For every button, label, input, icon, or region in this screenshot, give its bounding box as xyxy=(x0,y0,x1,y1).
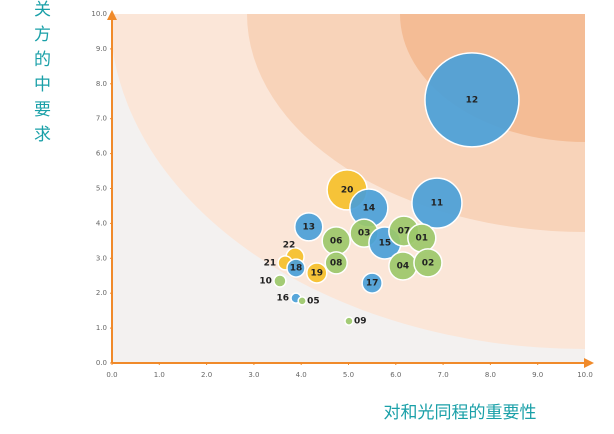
x-tick-label: 7.0 xyxy=(438,371,449,379)
bubble-label: 02 xyxy=(422,258,435,268)
bubble-label: 14 xyxy=(363,204,376,214)
bubble xyxy=(294,212,324,242)
bubble-label: 12 xyxy=(466,95,479,105)
bubble-label: 10 xyxy=(259,276,272,286)
bubble-label: 17 xyxy=(366,279,379,289)
bubble-label: 07 xyxy=(398,227,411,237)
bubble-label: 03 xyxy=(358,229,371,239)
y-axis-title: 对利益相关方的中要求 xyxy=(30,0,51,150)
bubble xyxy=(297,296,307,306)
x-tick-label: 4.0 xyxy=(296,371,307,379)
bubble xyxy=(286,258,306,278)
bubble xyxy=(324,251,348,275)
bubble-label: 01 xyxy=(416,234,429,244)
x-tick-label: 5.0 xyxy=(343,371,354,379)
y-tick-label: 10.0 xyxy=(91,10,107,18)
y-tick-label: 6.0 xyxy=(96,150,107,158)
bubble-label: 05 xyxy=(307,296,320,306)
bubble xyxy=(273,274,287,288)
bubble xyxy=(306,262,328,284)
bubble-label: 19 xyxy=(311,268,324,278)
y-tick-label: 3.0 xyxy=(96,254,107,262)
x-tick-label: 1.0 xyxy=(154,371,165,379)
y-tick-label: 4.0 xyxy=(96,219,107,227)
x-tick-label: 3.0 xyxy=(248,371,259,379)
bubble-label: 06 xyxy=(330,236,343,246)
bubble-label: 15 xyxy=(379,238,392,248)
bubble xyxy=(424,52,520,148)
bubble xyxy=(413,248,443,278)
y-tick-label: 8.0 xyxy=(96,80,107,88)
x-tick-label: 10.0 xyxy=(577,371,593,379)
bubble-label: 21 xyxy=(264,258,277,268)
y-tick-label: 7.0 xyxy=(96,115,107,123)
x-arrow xyxy=(584,358,594,368)
bubble-label: 16 xyxy=(276,294,289,304)
y-tick-label: 1.0 xyxy=(96,324,107,332)
y-tick-label: 5.0 xyxy=(96,185,107,193)
bubble xyxy=(344,316,354,326)
y-tick-label: 2.0 xyxy=(96,289,107,297)
bubble-label: 08 xyxy=(330,258,343,268)
bubble-label: 04 xyxy=(397,261,410,271)
x-tick-label: 8.0 xyxy=(485,371,496,379)
bubble-label: 11 xyxy=(431,199,444,209)
bubble-label: 09 xyxy=(354,317,367,327)
y-arrow xyxy=(107,10,117,20)
y-tick-label: 9.0 xyxy=(96,45,107,53)
bubble-label: 18 xyxy=(290,264,303,274)
x-tick-label: 2.0 xyxy=(201,371,212,379)
bubble xyxy=(361,272,383,294)
x-tick-label: 9.0 xyxy=(532,371,543,379)
bubble-label: 22 xyxy=(283,240,296,250)
x-tick-label: 6.0 xyxy=(390,371,401,379)
x-axis-title: 对和光同程的重要性 xyxy=(384,403,537,423)
bubble-label: 20 xyxy=(341,185,354,195)
bubble xyxy=(411,177,463,229)
x-tick-label: 0.0 xyxy=(106,371,117,379)
bubble-label: 13 xyxy=(303,222,316,232)
y-tick-label: 0.0 xyxy=(96,359,107,367)
